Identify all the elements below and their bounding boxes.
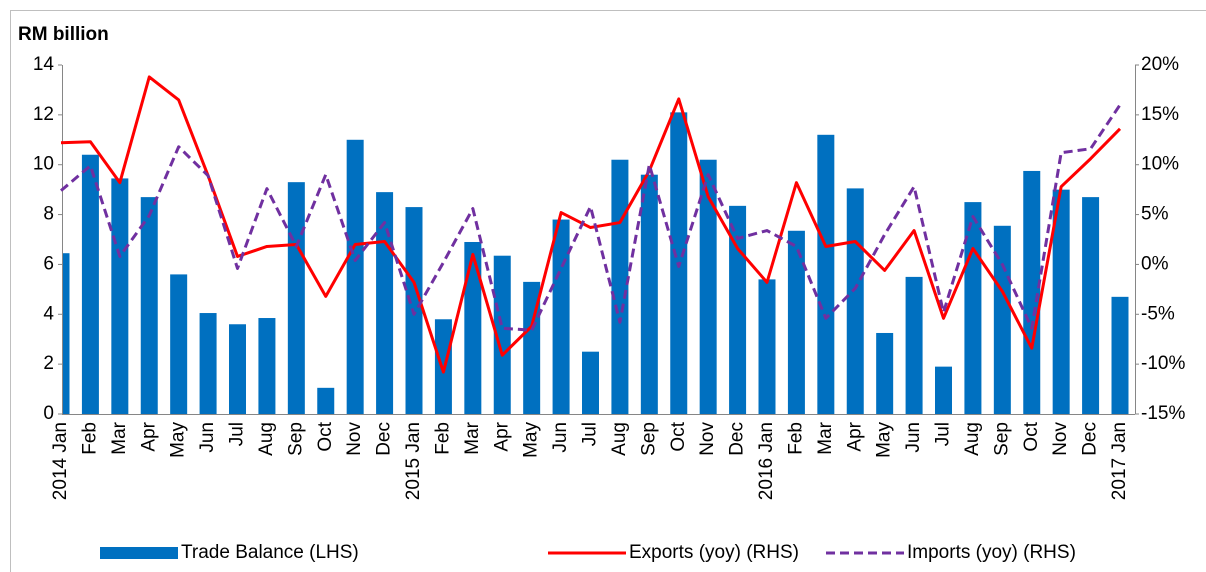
bar [346,139,364,414]
x-tick-label: Nov [697,422,718,456]
bar [81,154,99,414]
bar [905,276,923,414]
y-tick-label: 8 [43,204,54,225]
bar [935,366,952,414]
bar [876,332,894,414]
x-tick-label: Aug [256,422,277,456]
x-tick-label: Sep [285,422,306,456]
bar [111,178,129,414]
x-tick-label: Aug [609,422,630,456]
x-tick-label: Jul [580,422,601,446]
x-tick-label: Feb [79,422,100,455]
bar [817,134,835,414]
y2-tick-label: 10% [1141,154,1179,175]
y-tick-label: 0 [43,403,54,424]
line [60,75,1122,374]
x-tick-label: May [521,422,542,458]
x-tick-label: Feb [785,422,806,455]
x-tick-label: Mar [462,421,483,454]
x-tick-label: Sep [638,422,659,456]
bar [317,387,335,414]
y2-tick-label: -15% [1141,403,1185,424]
bar [582,351,599,414]
y-tick-label: 4 [43,303,54,324]
x-tick-label: Nov [344,422,365,456]
x-tick-label: Apr [844,421,865,451]
y2-tick-label: 0% [1141,253,1169,274]
bar [729,205,747,414]
legend-label: Trade Balance (LHS) [181,542,359,563]
y2-tick-label: 20% [1141,54,1179,75]
x-tick-label: 2014 Jan [50,422,71,500]
y2-tick-label: 15% [1141,104,1179,125]
y2-tick-label: 5% [1141,204,1169,225]
x-tick-label: Jun [197,422,218,453]
x-tick-label: 2016 Jan [756,422,777,500]
bar [199,313,217,414]
x-tick-label: Jun [903,422,924,453]
x-tick-label: May [874,422,895,458]
x-tick-label: Feb [432,422,453,455]
chart-title: RM billion [18,24,109,45]
x-tick-label: Apr [138,421,159,451]
x-tick-label: Jul [933,422,954,446]
y-tick-label: 12 [33,104,54,125]
legend-label: Exports (yoy) (RHS) [629,542,799,563]
bar [552,219,570,414]
y2-tick-label: -10% [1141,353,1185,374]
x-tick-label: Sep [991,422,1012,456]
bar [1023,170,1041,414]
x-tick-label: Mar [109,421,130,454]
line [60,104,1122,332]
bar [1082,197,1100,414]
bar [611,159,629,414]
x-tick-label: Nov [1050,422,1071,456]
x-tick-label: Jun [550,422,571,453]
x-tick-label: Oct [1021,421,1042,451]
bar [964,202,982,414]
bar [1052,189,1070,414]
bar [846,188,864,414]
bar [993,225,1011,414]
bar [287,182,305,414]
x-tick-label: Dec [374,422,395,456]
x-tick-label: May [168,422,189,458]
x-tick-label: 2015 Jan [403,422,424,500]
y-tick-label: 2 [43,353,54,374]
x-tick-label: Oct [315,421,336,451]
y-tick-label: 10 [33,154,54,175]
bar [699,159,717,414]
bar [787,230,805,414]
x-tick-label: Jul [227,422,248,446]
y2-tick-label: -5% [1141,303,1175,324]
bar [258,318,276,414]
x-tick-label: Aug [962,422,983,456]
x-tick-label: Oct [668,421,689,451]
chart-frame [10,10,1206,572]
bar [758,279,776,414]
y-tick-label: 6 [43,253,54,274]
x-tick-label: Dec [727,422,748,456]
bar [62,253,70,414]
x-tick-label: Dec [1080,422,1101,456]
bar [140,197,158,414]
bar [1111,296,1129,414]
bar [170,274,188,414]
legend-swatch [100,547,178,559]
bar [464,241,482,414]
bar [229,324,246,414]
x-tick-label: Mar [815,421,836,454]
legend-label: Imports (yoy) (RHS) [907,542,1076,563]
bar [640,174,658,414]
x-tick-label: Apr [491,421,512,451]
bar [493,255,511,414]
x-tick-label: 2017 Jan [1109,422,1130,500]
y-tick-label: 14 [33,54,55,75]
bar [376,192,394,414]
